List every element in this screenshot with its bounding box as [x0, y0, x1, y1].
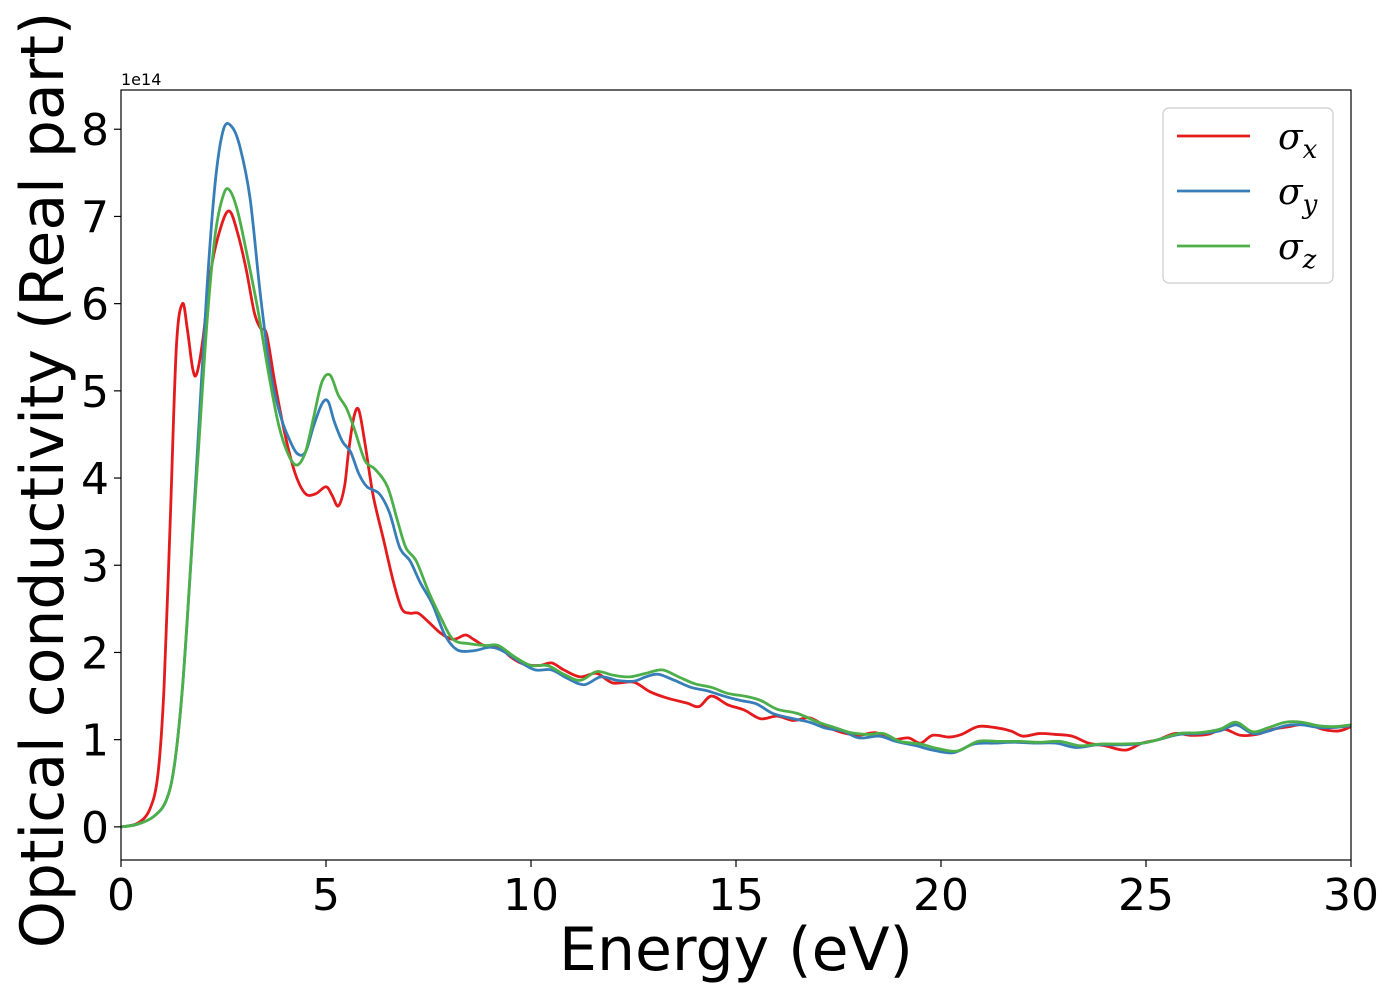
x-tick-label: 20 — [913, 870, 969, 921]
y-tick-label: 2 — [81, 628, 109, 679]
y-tick-label: 0 — [81, 803, 109, 854]
y-tick-label: 7 — [81, 192, 109, 243]
y-tick-label: 4 — [81, 454, 109, 505]
x-tick-label: 30 — [1323, 870, 1379, 921]
axes-layer: 0 5 10 15 20 25 30 0 1 2 3 4 5 6 7 8 1e14 Energy (eV) Opti… — [8, 12, 1379, 985]
x-axis-title: Energy (eV) — [559, 915, 913, 985]
y-tick-label: 1 — [81, 716, 109, 767]
x-tick-label: 15 — [708, 870, 764, 921]
y-axis-title: Optical conductivity (Real part) — [8, 12, 78, 949]
x-tick-label: 25 — [1118, 870, 1174, 921]
y-tick-label: 3 — [81, 541, 109, 592]
x-tick-label: 0 — [107, 870, 135, 921]
y-tick-label: 8 — [81, 105, 109, 156]
y-tick-label: 5 — [81, 367, 109, 418]
legend-label-y: σy — [1278, 172, 1318, 220]
series-line-z — [121, 187, 1351, 829]
series-line-x — [121, 209, 1351, 829]
legend-layer: σx σy σz — [1162, 107, 1334, 284]
y-tick-label: 6 — [81, 280, 109, 331]
x-tick-label: 5 — [312, 870, 340, 921]
legend-label-z: σz — [1278, 227, 1317, 275]
legend-label-x: σx — [1278, 117, 1318, 165]
x-tick-label: 10 — [503, 870, 559, 921]
y-offset-text: 1e14 — [121, 70, 161, 89]
series-layer — [121, 122, 1351, 829]
legend-box — [1162, 107, 1334, 284]
